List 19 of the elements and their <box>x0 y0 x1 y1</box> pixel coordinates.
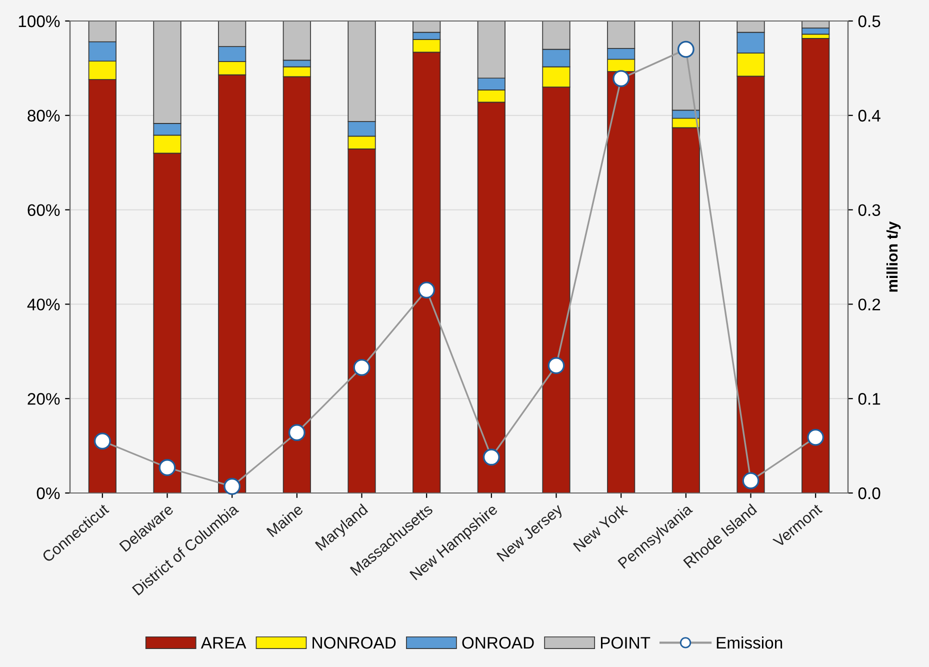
y2-axis-title: million t/y <box>886 221 901 292</box>
y2-tick-label: 0.1 <box>858 393 880 405</box>
y-tick-label: 0% <box>36 487 60 500</box>
y-tick-label: 40% <box>27 298 60 310</box>
legend-label: AREA <box>200 637 246 649</box>
y-tick-label: 100% <box>18 15 60 28</box>
y2-tick-label: 0.0 <box>858 487 880 500</box>
legend-label: NONROAD <box>312 636 396 649</box>
y-tick-label: 20% <box>28 393 60 405</box>
y2-tick-label: 0.5 <box>858 15 880 28</box>
y2-tick-label: 0.3 <box>858 204 880 216</box>
y2-tick-label: 0.4 <box>858 110 880 122</box>
legend-label: ONROAD <box>462 636 534 649</box>
legend-label: Emission <box>716 636 782 649</box>
y-tick-label: 80% <box>28 110 60 122</box>
bar <box>802 38 830 493</box>
legend-label: POINT <box>600 636 650 649</box>
y2-tick-label: 0.2 <box>858 298 880 310</box>
y-tick-label: 60% <box>28 204 60 216</box>
